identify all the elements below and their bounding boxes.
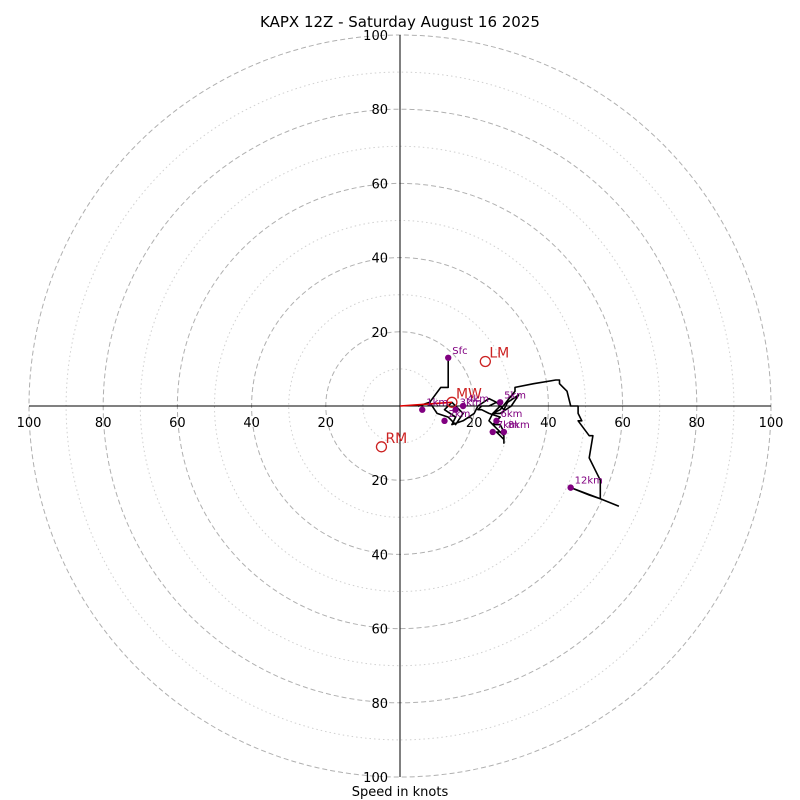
mean-wind-vector <box>399 401 452 407</box>
tick-right-100: 100 <box>759 416 784 431</box>
height-label-6km: 6km <box>500 409 522 420</box>
height-point-7km <box>489 428 496 436</box>
height-label-3km: 3km <box>460 398 482 409</box>
x-axis-label: Speed in knots <box>352 785 449 800</box>
height-point-6km <box>493 417 500 425</box>
height-point-12km <box>567 484 574 491</box>
height-label-8km: 8km <box>508 420 530 431</box>
tick-labels: 100 80 60 40 20 20 40 60 80 100 100 80 60 40 20 20 40 60 8… <box>17 29 784 786</box>
tick-top-100: 100 <box>363 29 388 44</box>
tick-left-60: 60 <box>169 416 186 431</box>
tick-left-20: 20 <box>318 416 335 431</box>
chart-title: KAPX 12Z - Saturday August 16 2025 <box>260 13 540 31</box>
tick-left-80: 80 <box>95 416 112 431</box>
height-point-5km <box>496 399 504 406</box>
tick-top-20: 20 <box>371 326 388 341</box>
tick-top-80: 80 <box>371 103 388 118</box>
tick-bottom-80: 80 <box>371 697 388 712</box>
tick-top-60: 60 <box>371 177 388 192</box>
tick-top-40: 40 <box>371 252 388 267</box>
height-point-1km <box>419 406 426 413</box>
motion-marker-mw <box>446 396 458 408</box>
motion-label-lm: LM <box>489 345 509 361</box>
tick-bottom-100: 100 <box>363 771 388 786</box>
height-label-5km: 5km <box>504 390 526 401</box>
height-point-3km <box>452 406 459 413</box>
height-label-4km: 4km <box>467 394 489 405</box>
storm-motion-markers: LM RM MW <box>375 345 509 453</box>
tick-right-60: 60 <box>614 416 631 431</box>
hodograph-line <box>417 357 620 507</box>
height-point-8km <box>500 428 508 436</box>
height-point-4km <box>459 402 467 410</box>
height-label-12km: 12km <box>575 476 603 487</box>
tick-bottom-60: 60 <box>371 623 388 638</box>
motion-marker-rm <box>375 441 388 453</box>
height-label-1km: 1km <box>426 398 448 409</box>
height-label-sfc: Sfc <box>452 346 467 357</box>
wind-trace <box>417 357 620 507</box>
height-label-7km: 7km <box>497 420 519 431</box>
height-point-sfc <box>445 354 452 361</box>
motion-label-rm: RM <box>385 431 407 447</box>
height-label-2km: 2km <box>449 409 471 420</box>
tick-right-40: 40 <box>540 416 557 431</box>
motion-marker-lm <box>479 355 491 368</box>
tick-right-20: 20 <box>466 416 483 431</box>
tick-left-100: 100 <box>17 416 42 431</box>
height-point-2km <box>441 417 448 425</box>
tick-right-80: 80 <box>689 416 706 431</box>
tick-left-40: 40 <box>243 416 260 431</box>
motion-label-mw: MW <box>456 386 482 402</box>
tick-bottom-20: 20 <box>371 474 388 489</box>
tick-bottom-40: 40 <box>371 548 388 563</box>
